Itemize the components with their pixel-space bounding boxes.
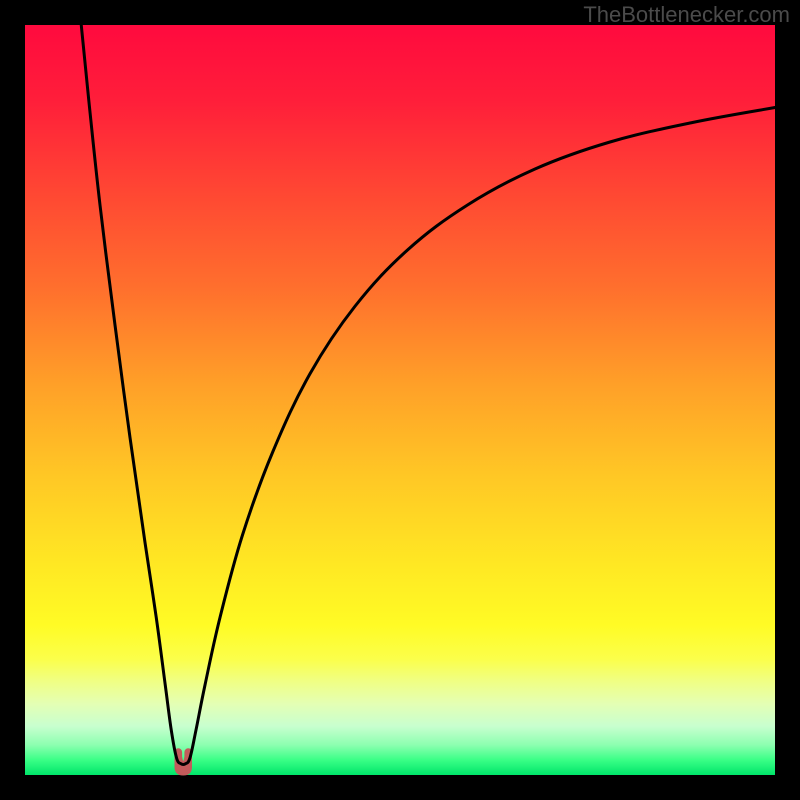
chart-svg-overlay [0,0,800,800]
bottleneck-curve [81,25,775,765]
watermark-text: TheBottlenecker.com [583,2,790,28]
